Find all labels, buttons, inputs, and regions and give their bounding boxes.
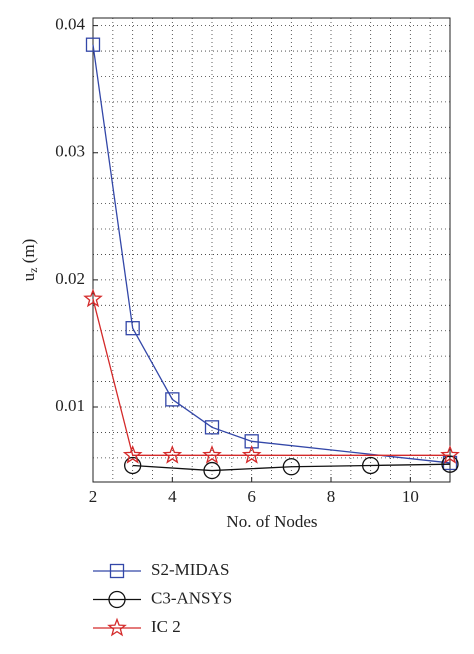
legend-label: S2-MIDAS — [151, 560, 229, 579]
plot-frame — [92, 17, 451, 483]
x-tick-label: 8 — [327, 487, 336, 506]
y-tick-label: 0.04 — [55, 15, 85, 34]
y-tick-label: 0.02 — [55, 269, 85, 288]
series-line — [132, 463, 451, 472]
marker — [204, 420, 220, 435]
y-tick-label: 0.01 — [55, 396, 85, 415]
series-line — [92, 44, 451, 464]
marker — [124, 456, 142, 475]
marker — [83, 288, 103, 308]
marker — [440, 444, 460, 464]
x-tick-label: 6 — [247, 487, 256, 506]
series-line — [92, 298, 450, 456]
y-label-subscript: z — [26, 267, 40, 272]
y-label-unit: (m) — [19, 239, 38, 268]
x-axis-label: No. of Nodes — [226, 512, 317, 531]
marker — [107, 617, 127, 637]
y-axis-label: uz (m) — [19, 239, 40, 282]
marker — [241, 444, 262, 464]
marker — [122, 444, 143, 464]
legend-label: C3-ANSYS — [151, 588, 232, 607]
x-tick-label: 10 — [402, 487, 419, 506]
marker — [125, 321, 140, 336]
legend-label: IC 2 — [151, 617, 181, 636]
marker — [282, 458, 300, 476]
x-tick-label: 2 — [89, 487, 98, 506]
y-label-base: u — [19, 272, 38, 281]
marker — [85, 37, 101, 52]
marker — [162, 444, 183, 464]
marker — [165, 392, 180, 407]
marker — [441, 455, 459, 473]
y-tick-label: 0.03 — [55, 142, 85, 161]
marker — [203, 461, 221, 480]
marker — [109, 563, 125, 579]
marker — [202, 444, 222, 464]
marker — [362, 456, 380, 475]
marker — [108, 590, 126, 609]
x-tick-label: 4 — [168, 487, 177, 506]
